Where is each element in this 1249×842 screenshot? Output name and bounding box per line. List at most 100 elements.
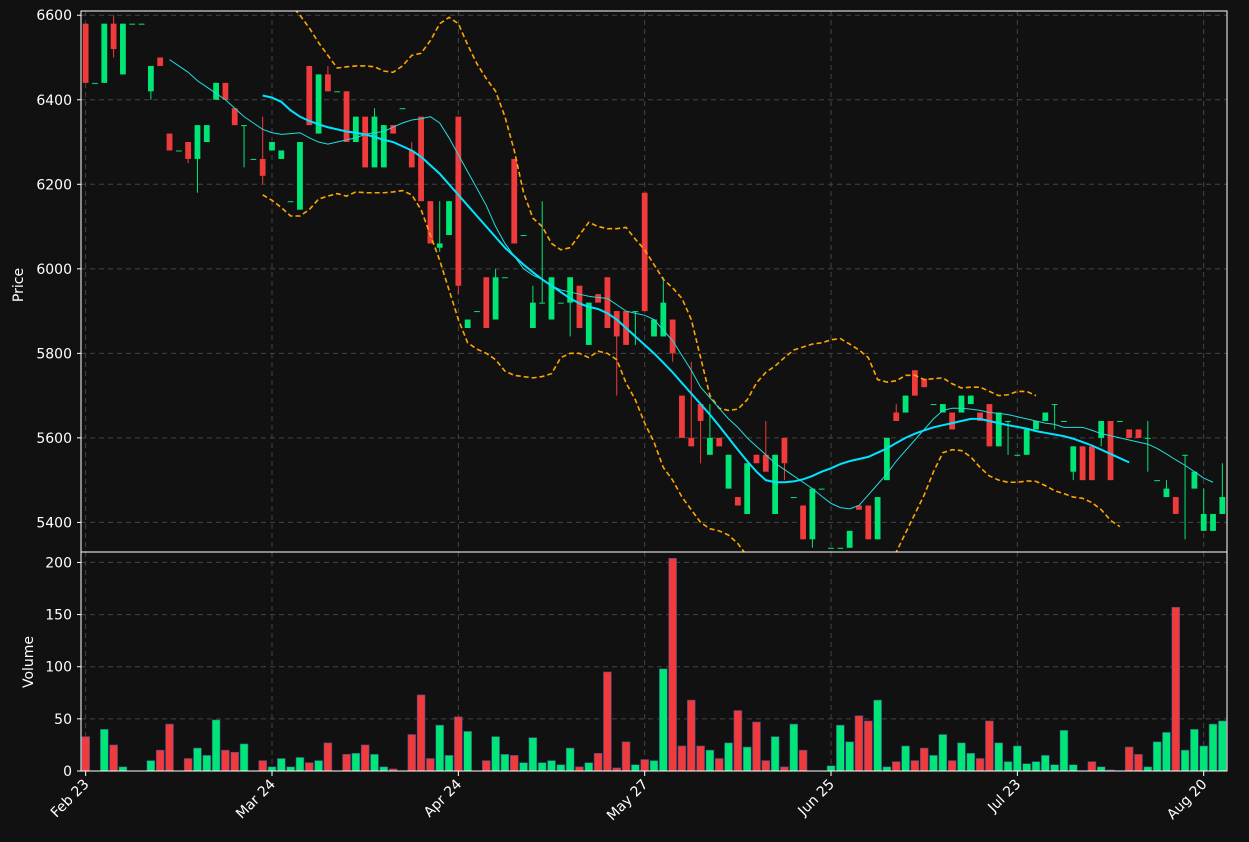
candle — [222, 82, 229, 100]
candle — [1079, 446, 1086, 481]
candle-body — [716, 437, 723, 447]
volume-bar — [537, 762, 547, 772]
volume-tick-label: 50 — [54, 712, 72, 728]
volume-bar — [780, 766, 789, 772]
volume-bar — [724, 742, 733, 772]
candle — [185, 142, 192, 164]
candle — [846, 530, 853, 548]
volume-bar — [416, 694, 426, 772]
candle-body — [967, 395, 974, 405]
candle — [967, 395, 974, 405]
candle — [865, 505, 872, 540]
volume-bar — [891, 761, 901, 772]
volume-bar — [1087, 761, 1097, 772]
candle — [418, 116, 424, 202]
candle-body — [1200, 513, 1207, 531]
candle — [734, 497, 741, 506]
volume-bar — [146, 760, 156, 772]
volume-bar — [565, 747, 575, 772]
candle-body — [1005, 420, 1011, 422]
volume-bar — [155, 749, 165, 772]
volume-bar — [118, 766, 128, 772]
candle-body — [427, 201, 434, 244]
candle — [399, 108, 406, 110]
volume-bar — [183, 758, 193, 772]
candle — [818, 488, 825, 490]
candle — [837, 547, 844, 549]
candle-body — [529, 302, 536, 328]
candle-body — [399, 108, 406, 110]
candle — [902, 395, 909, 413]
volume-bar — [640, 759, 649, 772]
candle — [539, 201, 546, 304]
candle-body — [930, 404, 937, 406]
candle-body — [632, 311, 639, 313]
volume-panel-frame — [80, 551, 1228, 772]
price-panel-bg — [81, 11, 1227, 552]
candle-body — [343, 91, 350, 143]
candle — [1061, 420, 1067, 422]
candle-body — [697, 404, 704, 421]
candle-body — [567, 277, 574, 303]
candle-body — [921, 378, 928, 388]
candle-body — [949, 412, 956, 430]
candle — [688, 361, 695, 447]
candle-body — [1182, 454, 1188, 456]
candle — [753, 454, 760, 464]
volume-bar — [1050, 764, 1059, 772]
candle-body — [679, 395, 685, 438]
candle-body — [837, 547, 844, 549]
candle-body — [669, 319, 676, 354]
candle-body — [585, 302, 592, 345]
candle-body — [595, 294, 601, 303]
candle — [958, 395, 965, 413]
candle-body — [92, 82, 98, 84]
candle — [828, 547, 834, 549]
candle-body — [520, 235, 527, 237]
candle-body — [725, 454, 732, 489]
candle — [567, 277, 574, 337]
candle-body — [269, 142, 275, 151]
volume-bar — [1134, 754, 1143, 772]
candle-body — [781, 437, 788, 464]
candle-body — [660, 302, 667, 337]
candle-body — [818, 488, 825, 490]
candle — [306, 65, 313, 126]
x-tick-label: Mar 24 — [233, 776, 279, 822]
candle-body — [138, 23, 145, 25]
volume-bar — [733, 710, 743, 772]
candle — [213, 82, 219, 100]
candle-body — [213, 82, 219, 100]
volume-bar — [193, 747, 202, 772]
candle-body — [911, 370, 918, 396]
candle-body — [455, 116, 462, 286]
candle-body — [790, 497, 797, 499]
candle-body — [1135, 429, 1142, 438]
moving-average-slow — [262, 94, 1130, 484]
price-tick-label: 5800 — [36, 346, 72, 362]
volume-bar — [1124, 746, 1134, 772]
candle-body — [129, 23, 136, 25]
candle — [147, 65, 154, 100]
volume-bar — [230, 751, 239, 772]
candle-body — [1023, 429, 1030, 455]
candle — [995, 412, 1002, 447]
price-tick-label: 6200 — [36, 177, 72, 193]
candle-body — [846, 530, 853, 548]
volume-bar — [668, 557, 677, 772]
x-tick-label: Feb 23 — [48, 777, 93, 822]
volume-bar — [1199, 745, 1208, 772]
candle-body — [101, 23, 108, 83]
candle-body — [828, 547, 834, 549]
candle — [269, 142, 275, 151]
candle — [632, 311, 639, 345]
volume-bar — [1180, 749, 1190, 772]
volume-bar — [696, 745, 705, 772]
candle — [911, 370, 918, 396]
volume-bar — [919, 747, 929, 772]
candle-body — [259, 158, 266, 176]
candle — [949, 412, 956, 430]
volume-bar — [789, 723, 799, 772]
volume-bar — [342, 754, 351, 772]
candle-body — [418, 116, 424, 202]
